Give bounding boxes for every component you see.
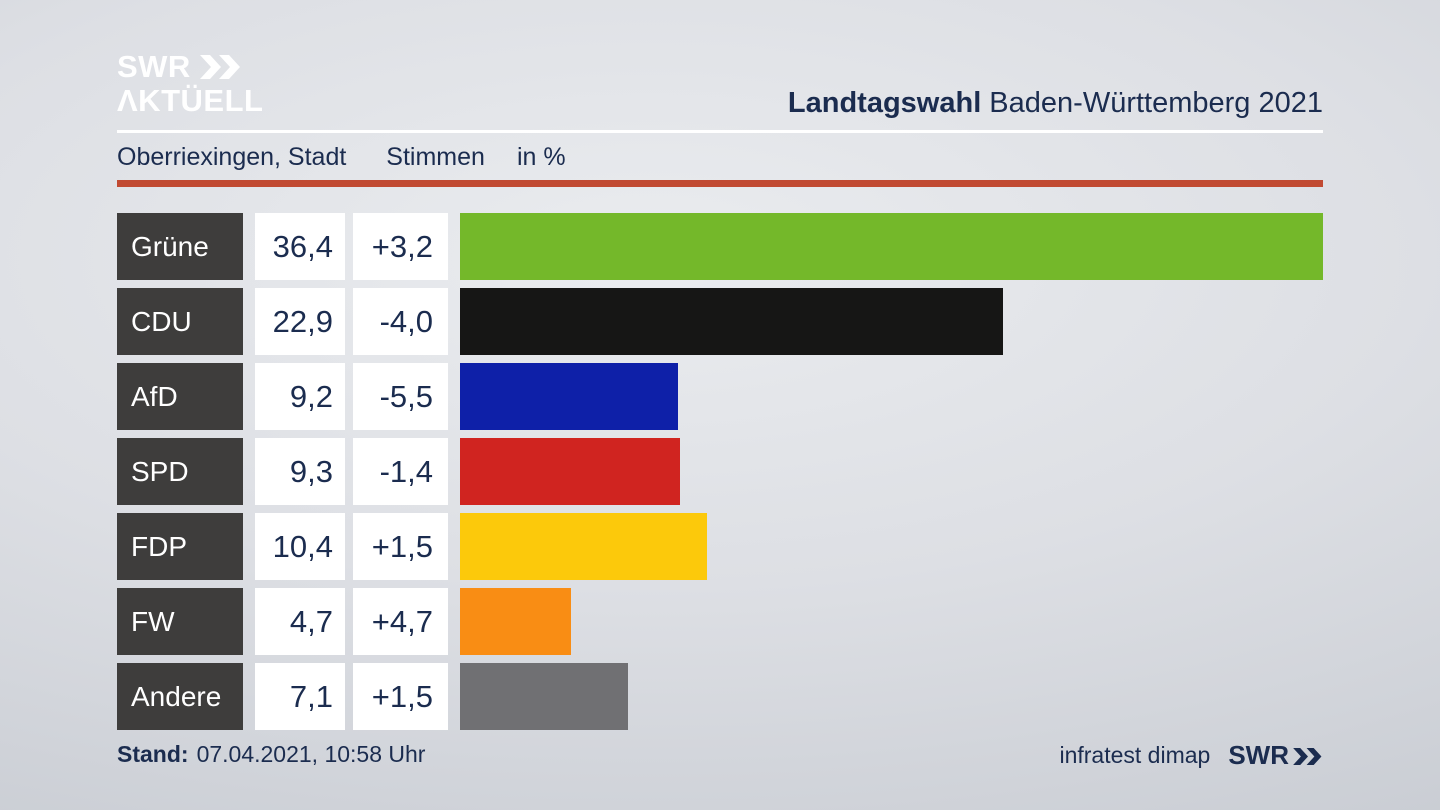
change-box: +1,5 [353, 663, 448, 730]
result-row: SPD 9,3 -1,4 [117, 438, 1323, 505]
result-row: Grüne 36,4 +3,2 [117, 213, 1323, 280]
accent-divider [117, 180, 1323, 187]
source-name: infratest dimap [1059, 742, 1211, 768]
region-label: Oberriexingen, Stadt [117, 143, 347, 171]
party-label-box: FW [117, 588, 243, 655]
bar [460, 438, 681, 505]
result-row: FW 4,7 +4,7 [117, 588, 1323, 655]
result-row: CDU 22,9 -4,0 [117, 288, 1323, 355]
bar-area [460, 363, 1323, 430]
change-box: -5,5 [353, 363, 448, 430]
value-box: 7,1 [255, 663, 345, 730]
change-box: -4,0 [353, 288, 448, 355]
page-title: Landtagswahl Baden-Württemberg 2021 [788, 87, 1323, 120]
bar-area [460, 438, 1323, 505]
value-box: 36,4 [255, 213, 345, 280]
swr-aktuell-logo: SWR ΛKTÜELL [117, 50, 263, 118]
value-box: 9,3 [255, 438, 345, 505]
chart-subtitle: Oberriexingen, Stadt Stimmen in % [117, 143, 566, 172]
swr-footer-logo: SWR [1228, 740, 1323, 771]
bar [460, 588, 572, 655]
bar [460, 363, 679, 430]
party-label-box: SPD [117, 438, 243, 505]
timestamp: Stand: 07.04.2021, 10:58 Uhr [117, 741, 425, 768]
value-box: 4,7 [255, 588, 345, 655]
bar-area [460, 213, 1323, 280]
party-label-box: Grüne [117, 213, 243, 280]
result-row: FDP 10,4 +1,5 [117, 513, 1323, 580]
bar-area [460, 663, 1323, 730]
party-label-box: AfD [117, 363, 243, 430]
change-box: +3,2 [353, 213, 448, 280]
value-box: 22,9 [255, 288, 345, 355]
bar [460, 513, 707, 580]
party-label-box: Andere [117, 663, 243, 730]
value-box: 9,2 [255, 363, 345, 430]
bar [460, 213, 1323, 280]
unit-label: in % [516, 143, 566, 171]
double-chevron-icon [199, 55, 242, 79]
stand-label: Stand: [117, 741, 189, 767]
bar [460, 288, 1003, 355]
party-label-box: CDU [117, 288, 243, 355]
stand-value: 07.04.2021, 10:58 Uhr [196, 741, 426, 767]
header-divider [117, 130, 1323, 133]
title-bold: Landtagswahl [787, 87, 982, 119]
bar-area [460, 588, 1323, 655]
bar [460, 663, 629, 730]
swr-footer-text: SWR [1228, 740, 1289, 770]
results-list: Grüne 36,4 +3,2 CDU 22,9 -4,0 AfD 9,2 -5… [117, 213, 1323, 730]
title-rest: Baden-Württemberg 2021 [981, 87, 1323, 119]
bar-area [460, 288, 1323, 355]
change-box: -1,4 [353, 438, 448, 505]
result-row: AfD 9,2 -5,5 [117, 363, 1323, 430]
metric-label: Stimmen [386, 143, 485, 171]
source-attribution: infratest dimap SWR [1059, 740, 1323, 771]
aktuell-logo-text: ΛKTÜELL [117, 83, 264, 118]
result-row: Andere 7,1 +1,5 [117, 663, 1323, 730]
swr-logo-text: SWR [117, 49, 191, 84]
value-box: 10,4 [255, 513, 345, 580]
party-label-box: FDP [117, 513, 243, 580]
change-box: +1,5 [353, 513, 448, 580]
change-box: +4,7 [353, 588, 448, 655]
bar-area [460, 513, 1323, 580]
double-chevron-icon [1293, 746, 1323, 765]
